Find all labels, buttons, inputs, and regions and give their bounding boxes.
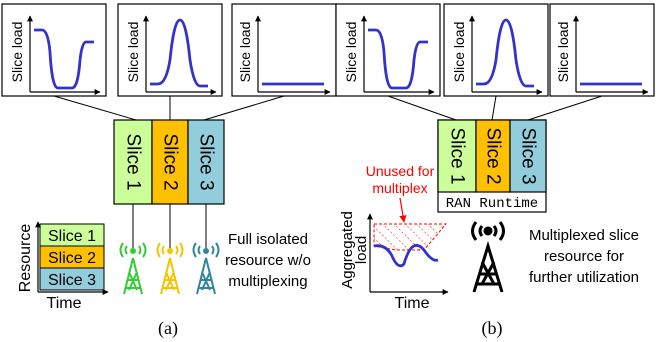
slice-3-label: Slice 3 — [196, 133, 217, 190]
description-line-3: further utilization — [529, 269, 639, 286]
aggregated-load-chart: Aggregated load Time — [339, 211, 449, 312]
load-axis-label: Slice load — [9, 22, 25, 83]
slice-1-label: Slice 1 — [447, 127, 468, 184]
description-line-2: resource for — [544, 248, 624, 265]
unused-label-line-2: multiplex — [372, 180, 427, 196]
load-curve — [34, 28, 94, 90]
legend-slice-2: Slice 2 — [48, 250, 96, 267]
load-chart-slice-3: Slice load — [549, 3, 655, 97]
description-line-3: multiplexing — [228, 273, 307, 290]
resource-legend: Slice 1 Slice 2 Slice 3 Resource Time — [17, 221, 109, 312]
panel-b: Slice load Slice load Slice load Slice 1 — [335, 3, 655, 339]
load-axis-label: Slice load — [451, 22, 467, 83]
time-axis-label: Time — [47, 295, 82, 312]
unused-label-line-1: Unused for — [366, 163, 435, 179]
slice-2-label: Slice 2 — [483, 127, 504, 184]
description-line-1: Multiplexed slice — [529, 227, 639, 244]
caption-b: (b) — [482, 318, 503, 339]
load-axis-label: Slice load — [237, 22, 253, 83]
description-line-1: Full isolated — [228, 231, 308, 248]
panel-a: Slice load Slice load Slice load Slice 1 — [1, 3, 337, 339]
legend-slice-3: Slice 3 — [48, 272, 96, 289]
load-axis-label: Slice load — [125, 22, 141, 83]
aggregated-load-curve — [373, 244, 439, 268]
slice-3-label: Slice 3 — [518, 127, 539, 184]
slice-1-label: Slice 1 — [123, 133, 144, 190]
resource-axis-label: Resource — [17, 224, 34, 293]
antenna-tower-icon — [192, 242, 220, 295]
slice-2-label: Slice 2 — [160, 133, 181, 190]
load-curve — [368, 28, 428, 90]
antenna-tower-icon — [156, 242, 184, 295]
antenna-tower-icon — [471, 221, 505, 293]
load-curve — [150, 18, 208, 88]
ran-runtime-stack: Slice 1 Slice 2 Slice 3 RAN Runtime — [437, 119, 547, 213]
description-line-2: resource w/o — [225, 252, 311, 269]
aggregated-axis-label-1: Aggregated — [339, 211, 356, 289]
load-chart-slice-2: Slice load — [443, 3, 549, 97]
load-chart-slice-2: Slice load — [117, 3, 223, 97]
slice-stack: Slice 1 Slice 2 Slice 3 — [113, 119, 225, 205]
legend-slice-1: Slice 1 — [48, 228, 96, 245]
load-curve — [476, 18, 534, 88]
load-axis-label: Slice load — [343, 22, 359, 83]
aggregated-axis-label-2: load — [353, 236, 370, 264]
ran-runtime-label: RAN Runtime — [446, 196, 538, 212]
load-axis-label: Slice load — [555, 22, 571, 83]
load-chart-slice-1: Slice load — [1, 3, 107, 97]
load-chart-slice-1: Slice load — [335, 3, 441, 97]
load-chart-slice-3: Slice load — [231, 3, 337, 97]
caption-a: (a) — [158, 318, 178, 339]
time-axis-label: Time — [395, 295, 430, 312]
antenna-tower-icon — [119, 242, 147, 295]
